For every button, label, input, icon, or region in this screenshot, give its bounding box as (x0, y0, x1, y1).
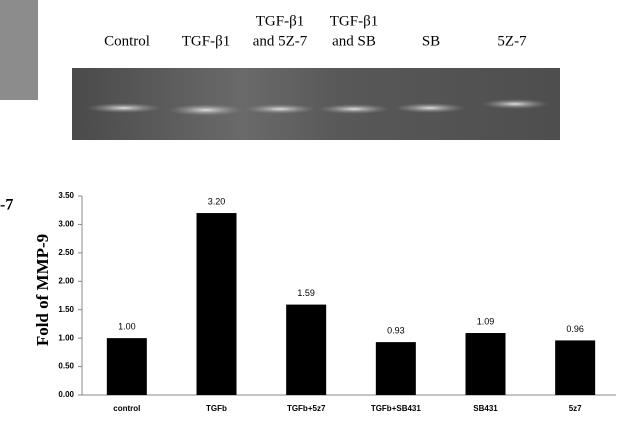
lane-label: and SB (332, 33, 376, 49)
y-tick-label: 3.00 (58, 220, 74, 229)
lane-label: and 5Z-7 (253, 33, 308, 49)
x-tick-label: TGFb+SB431 (371, 404, 422, 413)
data-label: 3.20 (208, 196, 226, 206)
data-label: 0.96 (566, 324, 584, 334)
data-label: 1.00 (118, 322, 136, 332)
data-label: 0.93 (387, 325, 405, 335)
y-tick-label: 3.50 (58, 191, 74, 200)
lane-label: TGF-β1 (182, 33, 230, 49)
bar (466, 333, 506, 395)
bar (197, 213, 237, 395)
x-tick-label: control (113, 404, 140, 413)
fragment-text: -7 (0, 197, 13, 214)
bar (555, 340, 595, 395)
y-tick-label: 0.50 (58, 362, 74, 371)
x-tick-label: SB431 (473, 404, 498, 413)
y-tick-label: 1.50 (58, 305, 74, 314)
x-tick-label: TGFb (206, 404, 227, 413)
y-tick-label: 2.50 (58, 248, 74, 257)
figure: -7 Fold of MMP-9 Control TGF-β1 TGF-β1 and … (0, 0, 620, 444)
x-tick-label: 5z7 (569, 404, 582, 413)
bar (107, 338, 147, 395)
bar (376, 342, 416, 395)
lane-label: TGF-β1 (330, 13, 378, 29)
lane-label: Control (104, 33, 150, 49)
y-axis-label: Fold of MMP-9 (33, 234, 52, 346)
y-tick-label: 1.00 (58, 333, 74, 342)
data-label: 1.59 (297, 288, 315, 298)
y-tick-label: 2.00 (58, 276, 74, 285)
lane-label: TGF-β1 (256, 13, 304, 29)
x-tick-label: TGFb+5z7 (287, 404, 326, 413)
data-label: 1.09 (477, 316, 495, 326)
lane-label: 5Z-7 (497, 33, 527, 49)
lane-label: SB (422, 33, 440, 49)
cropped-image (0, 0, 38, 100)
y-tick-label: 0.00 (58, 390, 74, 399)
bar (286, 305, 326, 395)
